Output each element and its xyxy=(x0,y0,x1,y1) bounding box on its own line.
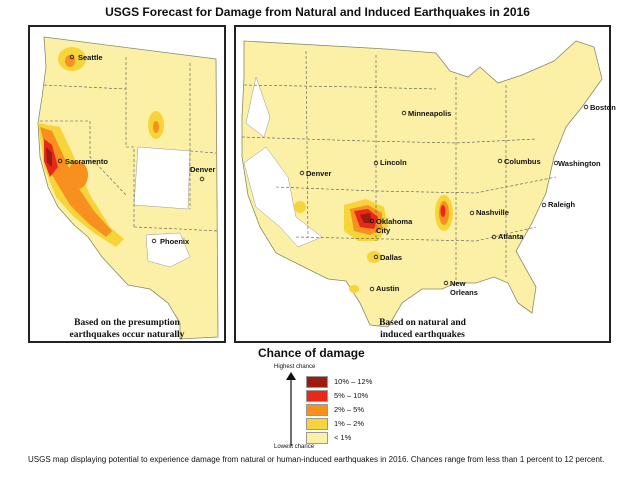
new-madrid-hazard-high xyxy=(440,205,446,217)
city-oklahoma-city-suffix: City xyxy=(376,226,391,235)
left-map-panel: Seattle Sacramento Denver Phoenix Based … xyxy=(28,25,226,343)
legend-label-1-2: 1% – 2% xyxy=(334,419,365,428)
oklahoma-city-marker xyxy=(369,218,375,224)
columbus-marker xyxy=(497,158,503,164)
atlanta-marker xyxy=(491,234,497,240)
city-denver-right: Denver xyxy=(306,169,332,178)
city-lincoln: Lincoln xyxy=(380,158,407,167)
nodata-arizona xyxy=(145,232,191,268)
legend-swatch-1-2 xyxy=(306,418,328,430)
california-hazard-mid xyxy=(40,127,112,237)
city-markers-left xyxy=(57,54,205,244)
city-atlanta: Atlanta xyxy=(498,232,524,241)
western-us-map xyxy=(37,36,219,340)
sacramento-marker xyxy=(57,158,63,164)
nodata-wyoming xyxy=(133,146,191,210)
denver-marker xyxy=(199,176,205,182)
california-hazard-highest xyxy=(46,147,52,167)
city-new: New xyxy=(450,279,466,288)
city-orleans: Orleans xyxy=(450,288,478,297)
city-raleigh: Raleigh xyxy=(548,200,576,209)
city-boston: Boston xyxy=(590,103,616,112)
right-map-panel: Minneapolis Boston Denver Lincoln Columb… xyxy=(234,25,616,343)
state-borders-left xyxy=(40,57,219,232)
legend-label-under-1: < 1% xyxy=(334,433,352,442)
nodata-northwest xyxy=(245,76,271,138)
denver-marker xyxy=(299,170,305,176)
legend: Highest chance Lowest chance 10% – 12% 5… xyxy=(274,364,394,450)
raleigh-marker xyxy=(541,202,547,208)
city-phoenix-left: Phoenix xyxy=(160,237,190,246)
legend-label-10-12: 10% – 12% xyxy=(334,377,373,386)
right-panel-caption: Based on natural and induced earthquakes xyxy=(236,317,609,341)
figure-caption: USGS map displaying potential to experie… xyxy=(28,455,605,464)
left-caption-line-2: earthquakes occur naturally xyxy=(69,330,185,340)
phoenix-marker xyxy=(151,238,157,244)
state-borders-right xyxy=(241,50,557,283)
city-washington: Washington xyxy=(558,159,601,168)
legend-title: Chance of damage xyxy=(258,346,365,360)
wasatch-hazard-core xyxy=(153,121,159,133)
city-markers-right xyxy=(299,104,589,292)
seattle-marker xyxy=(69,54,75,60)
conterminous-us-map xyxy=(241,40,603,328)
legend-highest-label: Highest chance xyxy=(274,364,316,370)
map-title: USGS Forecast for Damage from Natural an… xyxy=(105,5,530,19)
new-orleans-marker xyxy=(443,280,449,286)
lincoln-marker xyxy=(373,160,379,166)
nevada-hazard xyxy=(68,161,88,189)
boston-marker xyxy=(583,104,589,110)
legend-swatch-10-12 xyxy=(306,376,328,388)
seattle-hazard-core xyxy=(65,55,75,67)
legend-swatch-under-1 xyxy=(306,432,328,444)
city-austin: Austin xyxy=(376,284,400,293)
city-minneapolis: Minneapolis xyxy=(408,109,452,118)
left-caption-line-1: Based on the presumption xyxy=(74,318,180,328)
legend-label-2-5: 2% – 5% xyxy=(334,405,365,414)
nodata-west xyxy=(243,146,323,248)
raton-hazard xyxy=(294,201,306,213)
legend-arrow xyxy=(286,372,296,446)
city-nashville: Nashville xyxy=(476,208,509,217)
oklahoma-hazard-highest xyxy=(360,213,372,223)
left-panel-caption: Based on the presumption earthquakes occ… xyxy=(30,317,224,341)
legend-lowest-label: Lowest chance xyxy=(274,444,315,450)
city-dallas: Dallas xyxy=(380,253,403,262)
city-sacramento-left: Sacramento xyxy=(65,157,108,166)
city-columbus: Columbus xyxy=(504,157,541,166)
washington-marker xyxy=(553,160,559,166)
legend-label-5-10: 5% – 10% xyxy=(334,391,369,400)
us-landmass xyxy=(241,40,603,328)
legend-swatch-5-10 xyxy=(306,390,328,402)
right-caption-line-1: Based on natural and xyxy=(379,318,466,328)
dallas-marker xyxy=(373,254,379,260)
texas-hazard xyxy=(349,285,359,293)
austin-marker xyxy=(369,286,375,292)
minneapolis-marker xyxy=(401,110,407,116)
nashville-marker xyxy=(469,210,475,216)
city-seattle-left: Seattle xyxy=(78,53,103,62)
city-oklahoma: Oklahoma xyxy=(376,217,413,226)
city-denver-left: Denver xyxy=(190,165,216,174)
right-caption-line-2: induced earthquakes xyxy=(380,330,465,340)
legend-swatch-2-5 xyxy=(306,404,328,416)
